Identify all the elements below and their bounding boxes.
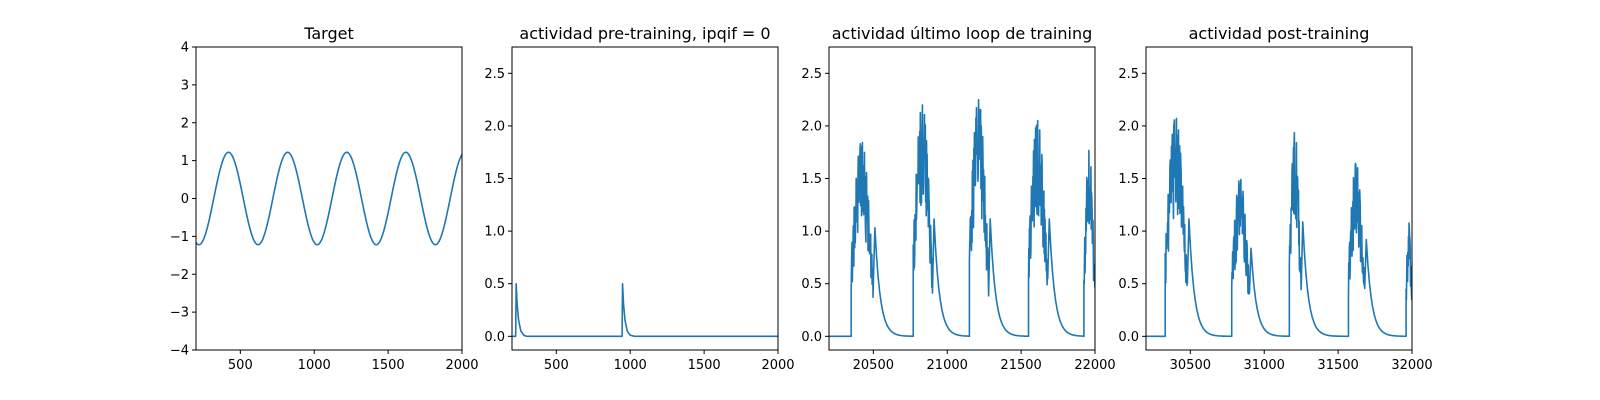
y-tick-label: 0 <box>181 192 189 207</box>
subplot-title: actividad post-training <box>1189 24 1370 43</box>
y-tick-label: 2.5 <box>484 67 505 82</box>
axes-frame <box>1145 46 1413 351</box>
x-tick-label: 31000 <box>1244 358 1285 373</box>
y-tick-label: 0.5 <box>801 277 822 292</box>
y-tick-label: 2.0 <box>1118 119 1139 134</box>
y-tick-label: −3 <box>170 306 189 321</box>
y-tick-label: 0.5 <box>484 277 505 292</box>
y-tick-label: 0.0 <box>801 330 822 345</box>
axes-frame <box>511 46 779 351</box>
subplot-title: actividad pre-training, ipqif = 0 <box>519 24 770 43</box>
y-tick-label: 1.5 <box>801 172 822 187</box>
y-tick-label: −2 <box>170 268 189 283</box>
data-series-line <box>1146 117 1412 338</box>
x-tick-label: 2000 <box>761 358 794 373</box>
x-tick-label: 1500 <box>688 358 721 373</box>
data-series-line <box>829 98 1095 338</box>
x-tick-label: 500 <box>544 358 569 373</box>
y-tick-label: −1 <box>170 230 189 245</box>
y-tick-label: 1.0 <box>801 225 822 240</box>
y-tick-label: 4 <box>181 41 189 56</box>
y-tick-label: 0.0 <box>1118 330 1139 345</box>
y-tick-label: 3 <box>181 78 189 93</box>
x-tick-label: 21000 <box>927 358 968 373</box>
y-tick-label: 1.5 <box>1118 172 1139 187</box>
subplot-4: 30500 31000 31500 32000 0.0 0.5 1.0 1.5 2.0 2.5 ac… <box>1118 24 1432 373</box>
y-tick-label: 1 <box>181 154 189 169</box>
x-tick-label: 32000 <box>1391 358 1432 373</box>
y-tick-label: 1.0 <box>1118 225 1139 240</box>
subplot-title: Target <box>303 24 354 43</box>
y-tick-label: 2.0 <box>801 119 822 134</box>
x-tick-label: 2000 <box>445 358 478 373</box>
subplot-3: 20500 21000 21500 22000 0.0 0.5 1.0 1.5 2.0 2.5 ac… <box>801 24 1115 373</box>
data-series-line <box>196 151 462 246</box>
axes-frame <box>828 46 1096 351</box>
y-tick-label: −4 <box>170 344 189 359</box>
x-tick-label: 1000 <box>298 358 331 373</box>
y-tick-label: 1.0 <box>484 225 505 240</box>
y-tick-label: 2.5 <box>1118 67 1139 82</box>
subplot-2: 500 1000 1500 2000 0.0 0.5 1.0 1.5 2.0 2.5 activid… <box>484 24 794 373</box>
subplot-panels: 500 1000 1500 2000 −4 −3 −2 −1 0 1 2 3 4 Target 500 100… <box>170 24 1433 373</box>
subplot-title: actividad último loop de training <box>832 24 1093 43</box>
data-series-line <box>512 282 778 338</box>
y-tick-label: 2.5 <box>801 67 822 82</box>
x-tick-label: 20500 <box>853 358 894 373</box>
x-tick-label: 21500 <box>1000 358 1041 373</box>
x-tick-label: 30500 <box>1170 358 1211 373</box>
y-tick-label: 2.0 <box>484 119 505 134</box>
x-tick-label: 1000 <box>614 358 647 373</box>
y-tick-label: 0.5 <box>1118 277 1139 292</box>
x-tick-label: 1500 <box>372 358 405 373</box>
y-tick-label: 2 <box>181 116 189 131</box>
x-tick-label: 31500 <box>1317 358 1358 373</box>
x-tick-label: 22000 <box>1074 358 1115 373</box>
x-tick-label: 500 <box>228 358 253 373</box>
y-tick-label: 0.0 <box>484 330 505 345</box>
y-tick-label: 1.5 <box>484 172 505 187</box>
subplot-1: 500 1000 1500 2000 −4 −3 −2 −1 0 1 2 3 4 Target <box>170 24 479 373</box>
